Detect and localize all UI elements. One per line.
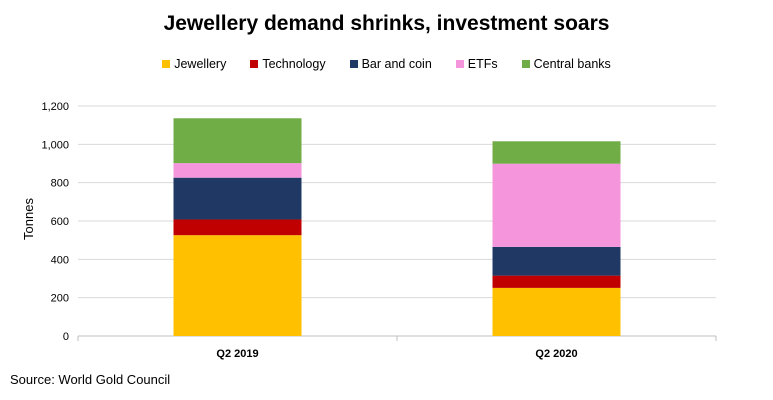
legend-label: Jewellery — [174, 57, 227, 71]
x-category-label: Q2 2020 — [535, 348, 577, 360]
y-tick-label: 200 — [51, 293, 69, 305]
bar-jewellery — [492, 287, 621, 336]
chart-title: Jewellery demand shrinks, investment soa… — [163, 12, 610, 35]
bar-central-banks — [492, 141, 621, 164]
legend: Jewellery Technology Bar and coin ETFs Centr… — [0, 57, 773, 71]
bar-technology — [492, 275, 621, 288]
bar-bar-and-coin — [173, 177, 302, 220]
bar-bar-and-coin — [492, 246, 621, 276]
legend-swatch — [455, 60, 464, 68]
y-tick-label: 1,000 — [41, 139, 69, 151]
legend-item: ETFs — [455, 57, 498, 71]
x-category-label: Q2 2019 — [216, 348, 258, 360]
legend-item: Central banks — [521, 57, 611, 71]
legend-item: Jewellery — [162, 57, 226, 71]
legend-label: Bar and coin — [361, 57, 432, 71]
source-note: Source: World Gold Council — [10, 372, 171, 387]
bar-etfs — [492, 163, 621, 247]
bar-etfs — [173, 163, 302, 178]
y-tick-label: 400 — [51, 254, 69, 266]
bar-jewellery — [173, 235, 302, 336]
legend-label: ETFs — [467, 57, 498, 71]
y-tick-label: 0 — [63, 331, 69, 343]
bar-technology — [173, 219, 302, 236]
legend-swatch — [349, 60, 358, 68]
y-tick-label: 600 — [51, 216, 69, 228]
y-axis-title: Tonnes — [21, 198, 36, 240]
legend-swatch — [162, 60, 171, 68]
legend-item: Bar and coin — [349, 57, 432, 71]
bar-central-banks — [173, 118, 302, 164]
legend-label: Technology — [262, 57, 326, 71]
legend-item: Technology — [250, 57, 326, 71]
y-tick-label: 1,200 — [41, 101, 69, 113]
legend-label: Central banks — [533, 57, 611, 71]
y-tick-label: 800 — [51, 178, 69, 190]
legend-swatch — [250, 60, 259, 68]
legend-swatch — [521, 60, 530, 68]
